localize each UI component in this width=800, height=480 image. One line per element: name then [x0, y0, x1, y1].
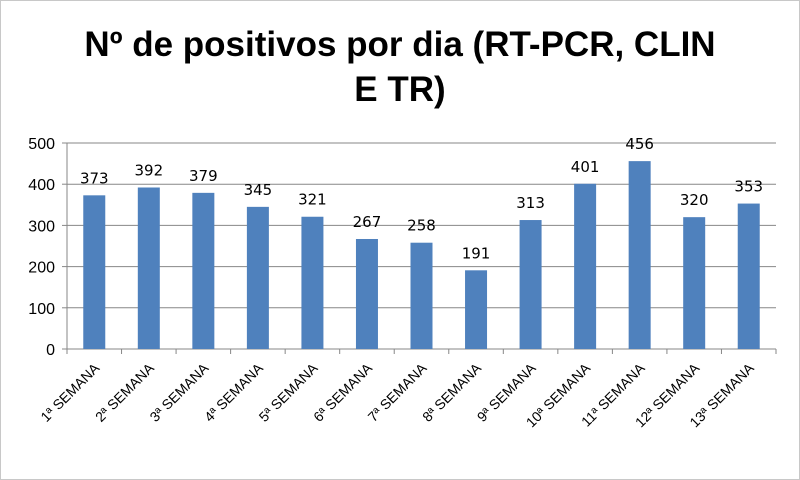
data-label-6: 267	[353, 213, 382, 231]
data-label-5: 321	[298, 191, 327, 209]
bar-5	[301, 216, 324, 349]
chart-title: Nº de positivos por dia (RT-PCR, CLIN E …	[0, 22, 800, 112]
data-label-3: 379	[189, 167, 218, 185]
data-label-4: 345	[244, 181, 273, 199]
chart-title-line-2: E TR)	[354, 70, 446, 109]
data-labels: 373 392 379 345 321 267 258 191 313 401 456 320 353	[80, 135, 763, 262]
bar-12	[683, 217, 706, 349]
bar-10	[574, 183, 597, 349]
y-tick-label-300: 300	[28, 218, 55, 235]
bar-13	[737, 203, 760, 349]
y-tick-label-400: 400	[28, 177, 55, 194]
bars	[83, 161, 760, 349]
data-label-9: 313	[516, 194, 545, 212]
bar-2	[137, 187, 160, 349]
chart-title-line-1: Nº de positivos por dia (RT-PCR, CLIN	[84, 25, 716, 64]
y-tick-label-100: 100	[28, 301, 55, 318]
y-tick-label-0: 0	[46, 342, 55, 359]
bar-7	[410, 242, 433, 349]
bar-11	[628, 161, 651, 349]
data-label-7: 258	[407, 217, 436, 235]
bar-6	[355, 238, 378, 349]
bar-3	[192, 192, 215, 349]
bar-4	[246, 206, 269, 349]
y-tick-label-500: 500	[28, 136, 55, 153]
data-label-8: 191	[462, 244, 491, 262]
data-label-12: 320	[680, 191, 709, 209]
data-label-10: 401	[571, 158, 600, 176]
data-label-1: 373	[80, 169, 109, 187]
data-label-2: 392	[134, 161, 163, 179]
axes: 0 100 200 300 400 500	[28, 136, 777, 359]
y-tick-label-200: 200	[28, 260, 55, 277]
bar-8	[465, 270, 488, 349]
data-label-11: 456	[625, 135, 654, 153]
data-label-13: 353	[734, 178, 763, 196]
bar-1	[83, 195, 106, 349]
bar-9	[519, 220, 542, 349]
